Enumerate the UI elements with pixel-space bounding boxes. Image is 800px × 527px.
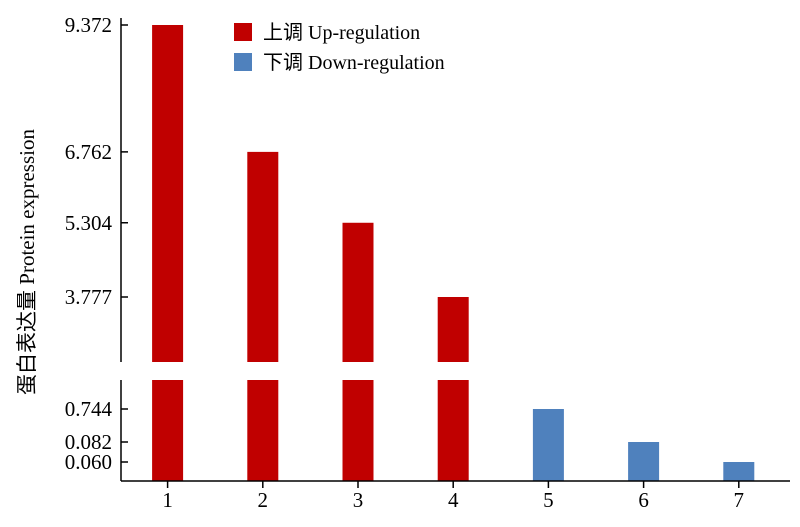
y-tick-label: 9.372	[65, 13, 112, 37]
bar-2-upper	[247, 151, 279, 362]
bar-5	[532, 409, 564, 481]
legend-swatch-up	[234, 23, 252, 41]
bar-3-upper	[342, 222, 374, 362]
y-axis-label: 蛋白表达量 Protein expression	[15, 129, 39, 395]
x-tick-label: 3	[353, 488, 364, 512]
bar-1-upper	[152, 25, 184, 362]
y-tick-label: 0.082	[65, 430, 112, 454]
y-tick-label: 0.060	[65, 450, 112, 474]
x-tick-label: 1	[162, 488, 173, 512]
bar-2-lower	[247, 380, 279, 481]
x-tick-label: 5	[543, 488, 554, 512]
legend-label-up: 上调 Up-regulation	[263, 21, 420, 44]
bar-4-upper	[437, 297, 469, 362]
bar-6	[628, 442, 660, 481]
y-tick-label: 0.744	[65, 397, 113, 421]
legend-label-down: 下调 Down-regulation	[263, 51, 445, 74]
y-tick-label: 5.304	[65, 211, 113, 235]
axes-group: 1 2 3 4 5 6 7 9.372 6.762 5.304 3.777 0.744 0.0820.0…	[65, 13, 790, 512]
x-tick-label: 2	[258, 488, 269, 512]
bar-4-lower	[437, 380, 469, 481]
bar-3-lower	[342, 380, 374, 481]
legend: 上调 Up-regulation 下调 Down-regulation	[234, 21, 445, 74]
bars-group	[152, 25, 755, 481]
bar-7	[723, 462, 755, 481]
x-tick-label: 4	[448, 488, 459, 512]
x-tick-label: 6	[638, 488, 649, 512]
y-tick-label: 6.762	[65, 140, 112, 164]
bar-1-lower	[152, 380, 184, 481]
legend-swatch-down	[234, 53, 252, 71]
y-tick-label: 3.777	[65, 285, 112, 309]
x-tick-label: 7	[734, 488, 745, 512]
